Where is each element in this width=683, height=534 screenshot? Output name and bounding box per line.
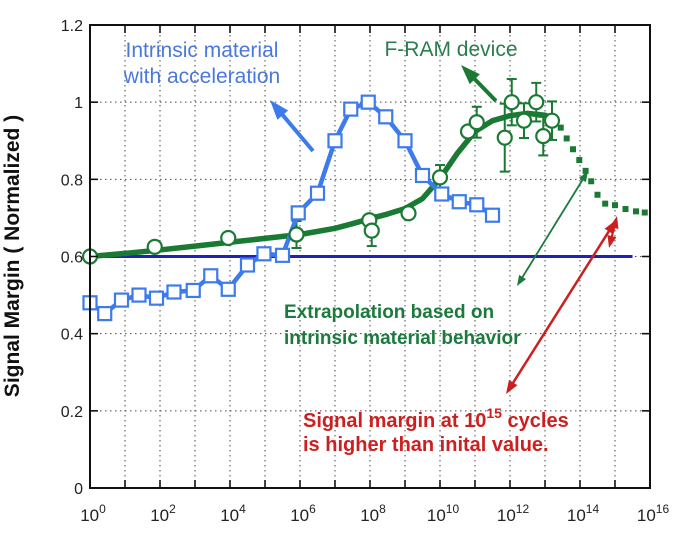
square-marker — [148, 290, 165, 306]
green-label-arrow-head — [461, 65, 480, 85]
extrapolation-dot — [563, 135, 570, 142]
circle-marker — [363, 222, 380, 239]
square-marker — [185, 282, 201, 299]
extrapolation-dot — [612, 202, 618, 209]
x-tick-label: 1014 — [567, 502, 600, 525]
extrapolation-dot — [576, 157, 583, 164]
y-tick-label: 1 — [74, 95, 83, 112]
x-tick-label: 100 — [80, 502, 106, 525]
green-thin-double-arrow-head — [517, 274, 526, 286]
red-note-line2: is higher than inital value. — [303, 434, 549, 456]
circle-marker — [468, 114, 485, 131]
extrapolation-dot — [588, 178, 595, 185]
circle-marker — [400, 205, 417, 222]
square-marker — [414, 167, 431, 184]
fram-label: F-RAM device — [384, 38, 517, 61]
y-tick-label: 0.4 — [61, 327, 83, 344]
x-tick-label: 104 — [220, 502, 246, 525]
square-marker — [290, 205, 306, 221]
square-marker — [131, 287, 147, 303]
extrapolation-dot — [602, 200, 609, 207]
extrapolation-dot — [570, 146, 576, 153]
extrapolation-note: intrinsic material behavior — [284, 328, 521, 349]
square-marker — [113, 292, 130, 308]
intrinsic-label: with acceleration — [123, 65, 280, 88]
blue-label-arrow-head — [270, 100, 289, 120]
tick-labels: 100 102 104 106 108 1010 1012 1014 1016 0 0.2 0.4 0.… — [61, 18, 670, 525]
y-axis-title: Signal Margin ( Normalized ) — [1, 115, 24, 397]
square-marker — [309, 185, 326, 201]
extrapolation-note: Extrapolation based on — [284, 302, 494, 323]
circle-marker — [220, 229, 237, 247]
square-marker — [274, 247, 291, 263]
extrapolation-dot — [641, 209, 648, 216]
square-marker — [451, 194, 467, 210]
circle-marker — [528, 94, 545, 111]
extrapolation-dot — [633, 208, 639, 215]
square-marker — [97, 306, 113, 322]
blue-label-arrow — [276, 107, 315, 153]
x-tick-label: 1016 — [637, 502, 670, 525]
green-thin-double-arrow — [519, 175, 586, 282]
x-tick-label: 102 — [150, 502, 176, 525]
square-marker — [397, 133, 413, 149]
circle-marker — [503, 94, 520, 111]
square-marker — [327, 133, 343, 149]
square-marker — [360, 94, 376, 110]
circle-marker — [515, 112, 533, 129]
red-note-line1: Signal margin at 1015 cycles — [303, 405, 569, 432]
square-marker — [484, 207, 501, 223]
circle-marker — [543, 112, 561, 129]
x-tick-label: 106 — [290, 502, 316, 525]
square-marker — [239, 257, 256, 273]
square-marker — [256, 246, 272, 262]
axes — [89, 24, 651, 489]
circle-marker — [288, 226, 305, 243]
red-long-arrow — [509, 226, 613, 388]
circle-marker — [431, 169, 449, 186]
extrapolation-dot — [557, 124, 564, 131]
extrapolation-dot — [594, 191, 601, 198]
red-long-arrow-head — [506, 379, 518, 394]
red-gap-arrow-head — [607, 235, 617, 248]
x-tick-label: 108 — [360, 502, 386, 525]
green-thin-double-arrow-head — [579, 171, 588, 183]
square-marker — [434, 186, 450, 202]
annotations: Intrinsic material with acceleration F-RAM… — [123, 38, 619, 456]
extrapolation-dot — [622, 206, 629, 213]
square-marker — [166, 284, 182, 300]
x-tick-label: 1012 — [497, 502, 530, 525]
y-tick-label: 0.6 — [61, 250, 83, 267]
y-tick-label: 0 — [74, 481, 83, 498]
circle-marker — [146, 238, 163, 255]
square-marker — [378, 109, 394, 125]
y-tick-label: 1.2 — [61, 18, 83, 35]
square-marker — [343, 101, 359, 117]
circle-marker — [535, 128, 552, 145]
x-tick-label: 1010 — [427, 502, 460, 525]
intrinsic-label: Intrinsic material — [126, 39, 279, 62]
extrapolation-dot — [582, 167, 589, 174]
square-marker — [203, 268, 219, 284]
square-marker — [469, 197, 485, 213]
square-marker — [220, 281, 236, 297]
circle-marker — [496, 129, 513, 146]
y-tick-label: 0.8 — [61, 172, 83, 189]
red-gap-arrow-head — [609, 216, 619, 229]
y-tick-label: 0.2 — [61, 404, 83, 421]
series — [81, 78, 648, 322]
